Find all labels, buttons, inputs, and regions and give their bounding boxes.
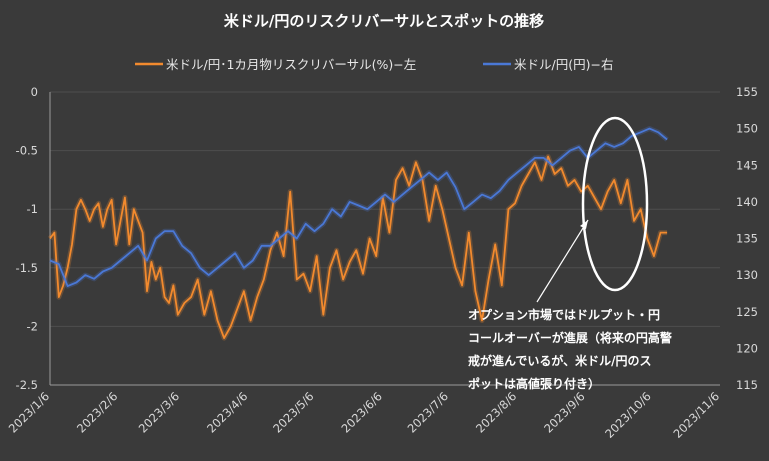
legend-label-risk-reversal: 米ドル/円･1カ月物リスクリバーサル(%)−左: [166, 57, 416, 72]
y-left-tick-label: -1: [27, 202, 38, 216]
annotation-line: コールオーバーが進展（将来の円高警: [468, 330, 672, 345]
annotation-line: オプション市場ではドルプット・円: [468, 307, 660, 322]
y-left-tick-label: -2: [27, 319, 38, 333]
y-left-tick-label: 0: [31, 85, 38, 99]
annotation-arrow-head: [580, 220, 588, 229]
y-right-tick-label: 125: [736, 305, 758, 319]
legend-label-usdjpy: 米ドル/円(円)−右: [514, 57, 613, 72]
y-right-tick-label: 140: [736, 195, 758, 209]
series-line-risk-reversal: [49, 155, 668, 340]
annotation-arrow-line: [536, 219, 589, 303]
y-right-tick-label: 135: [736, 232, 758, 246]
y-right-tick-label: 145: [736, 158, 758, 172]
annotation-line: ポットは高値張り付き）: [468, 376, 600, 391]
annotation-line: 戒が進んでいるが、米ドル/円のス: [468, 353, 652, 368]
y-right-tick-label: 155: [736, 85, 758, 99]
y-left-tick-label: -0.5: [16, 144, 38, 158]
legend: 米ドル/円･1カ月物リスクリバーサル(%)−左 米ドル/円(円)−右: [135, 57, 613, 72]
y-axis-right: 115 120 125 130 135 140 145 150 155: [736, 85, 758, 392]
series-lines: [47, 126, 669, 341]
y-right-tick-label: 120: [736, 341, 758, 355]
y-left-tick-label: -1.5: [16, 261, 38, 275]
y-left-tick-label: -2.5: [16, 378, 38, 392]
series-line-usdjpy: [49, 127, 668, 288]
chart-title: 米ドル/円のリスクリバーサルとスポットの推移: [224, 12, 544, 30]
y-right-tick-label: 130: [736, 268, 758, 282]
y-right-tick-label: 115: [736, 378, 758, 392]
annotation: オプション市場ではドルプット・円コールオーバーが進展（将来の円高警戒が進んでいる…: [468, 307, 672, 391]
y-right-tick-label: 150: [736, 122, 758, 136]
highlight-ellipse: [581, 116, 649, 292]
